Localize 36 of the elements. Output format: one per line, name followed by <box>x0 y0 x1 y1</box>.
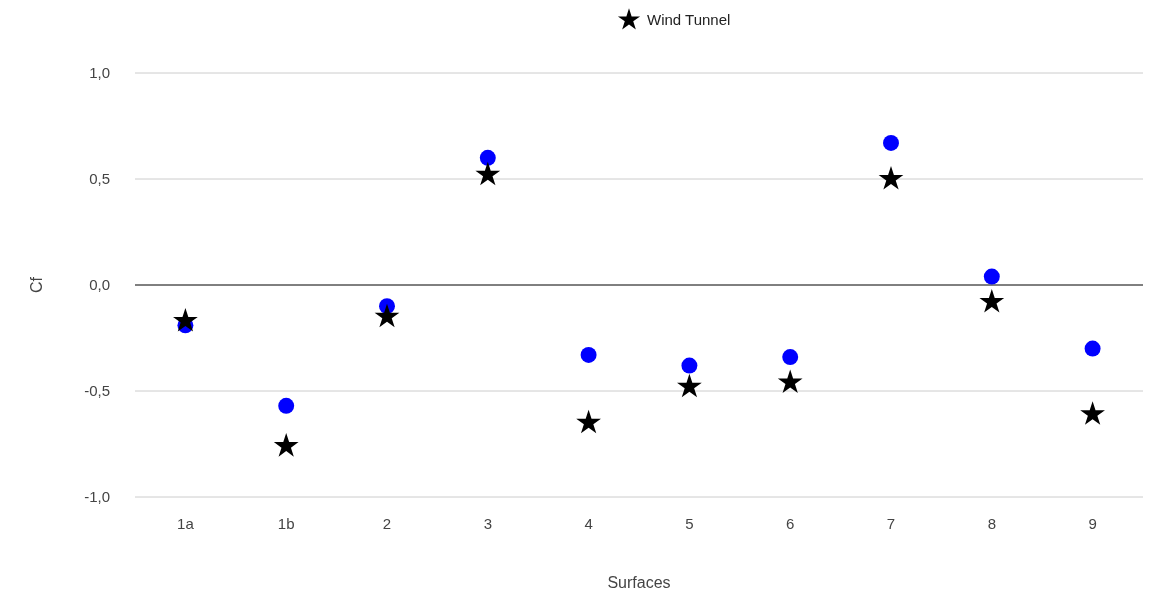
x-tick-label: 6 <box>786 515 795 532</box>
point <box>278 397 295 414</box>
x-tick-label: 8 <box>987 515 996 532</box>
point <box>878 165 904 190</box>
y-tick-label: 1,0 <box>89 64 110 82</box>
point <box>1084 340 1101 357</box>
point <box>1080 401 1105 425</box>
x-tick-label: 2 <box>382 515 392 532</box>
point <box>374 303 400 328</box>
x-tick-label: 3 <box>483 515 492 532</box>
point <box>777 369 803 394</box>
y-tick-label: 0,5 <box>89 170 110 188</box>
point <box>782 349 799 366</box>
y-tick-label: 0,0 <box>89 276 110 294</box>
y-axis-title: Cf <box>28 276 45 293</box>
x-tick-label: 4 <box>584 515 593 532</box>
point <box>979 288 1005 313</box>
point <box>983 268 1000 285</box>
y-tick-label: -0,5 <box>84 382 110 400</box>
point <box>677 373 702 398</box>
x-tick-label: 1a <box>177 515 195 532</box>
x-tick-label: 9 <box>1088 515 1097 532</box>
point <box>173 308 198 332</box>
legend-label: Wind Tunnel <box>647 11 731 29</box>
point <box>883 135 899 151</box>
y-tick-label: -1,0 <box>84 488 110 506</box>
point <box>576 409 601 434</box>
x-tick-label: 7 <box>886 515 896 532</box>
x-tick-label: 1b <box>277 515 295 532</box>
point <box>580 347 597 363</box>
point <box>475 161 501 186</box>
x-tick-label: 5 <box>685 515 694 532</box>
point <box>681 357 698 374</box>
point <box>479 149 496 166</box>
point <box>273 433 299 457</box>
x-axis-title: Surfaces <box>607 574 671 591</box>
